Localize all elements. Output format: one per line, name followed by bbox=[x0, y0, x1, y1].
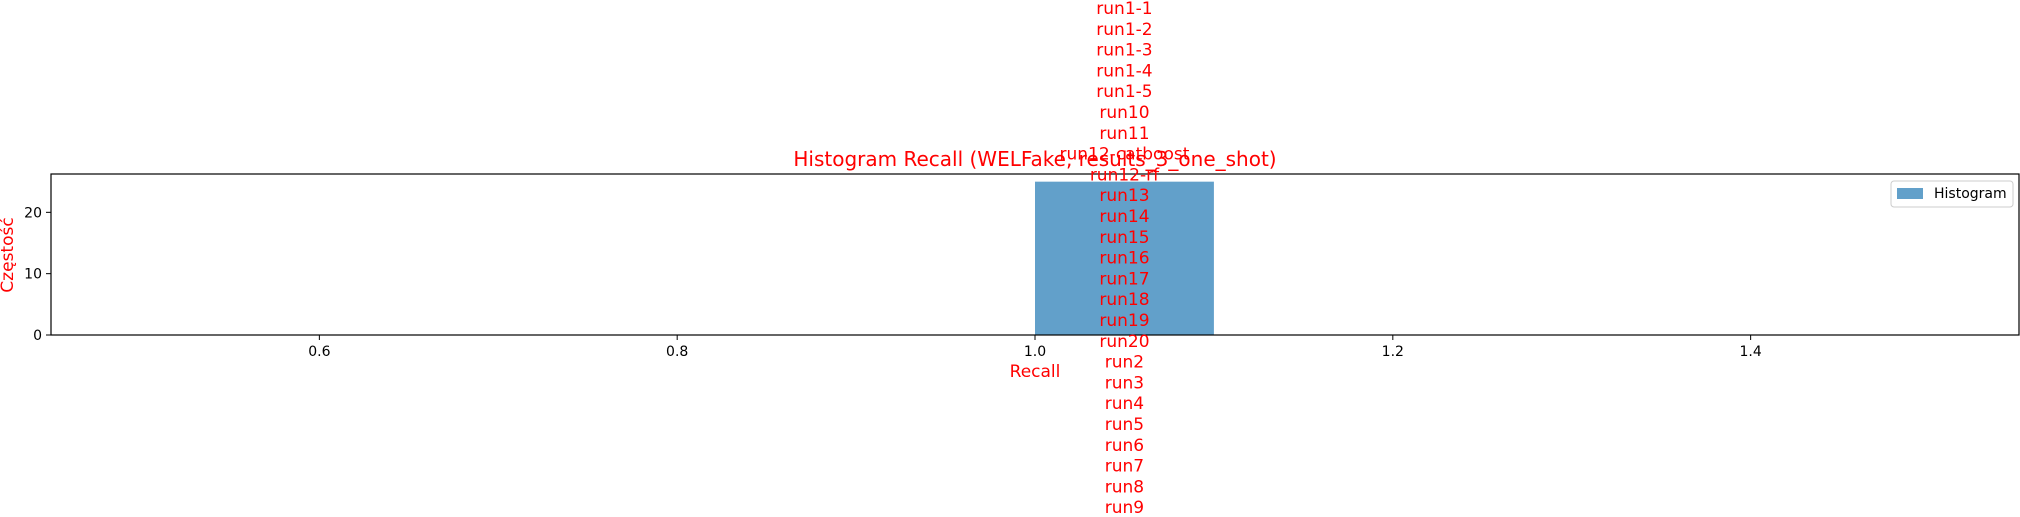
run-label: run1-4 bbox=[1096, 61, 1152, 81]
legend-label-histogram: Histogram bbox=[1934, 186, 2007, 202]
run-label: run2 bbox=[1105, 353, 1144, 373]
run-label: run5 bbox=[1105, 415, 1144, 435]
run-label: run1-3 bbox=[1096, 41, 1152, 61]
run-label: run1-1 bbox=[1096, 0, 1152, 19]
x-axis-label: Recall bbox=[1010, 362, 1061, 382]
run-label: run19 bbox=[1099, 311, 1149, 331]
y-tick-label: 10 bbox=[24, 267, 42, 283]
run-label: run1-5 bbox=[1096, 82, 1152, 102]
bars-group bbox=[1035, 181, 1214, 335]
run-label: run13 bbox=[1099, 186, 1149, 206]
run-label: run17 bbox=[1099, 269, 1149, 289]
run-label: run14 bbox=[1099, 207, 1149, 227]
run-label: run3 bbox=[1105, 373, 1144, 393]
x-tick-label: 1.4 bbox=[1740, 344, 1762, 360]
x-tick-label: 1.2 bbox=[1382, 344, 1404, 360]
legend-box bbox=[1890, 180, 2014, 208]
run-label: run16 bbox=[1099, 249, 1149, 269]
run-labels-annotation: run1-1run1-2run1-3run1-4run1-5run10run11… bbox=[1060, 0, 1190, 517]
run-label: run18 bbox=[1099, 290, 1149, 310]
x-tick-label: 0.8 bbox=[666, 344, 688, 360]
histogram-bar bbox=[1035, 181, 1214, 335]
run-label: run20 bbox=[1099, 332, 1149, 352]
y-tick-label: 0 bbox=[33, 328, 42, 344]
run-label: run10 bbox=[1099, 103, 1149, 123]
run-label: run12-rf bbox=[1090, 165, 1160, 185]
run-label: run1-2 bbox=[1096, 20, 1152, 40]
chart-title: Histogram Recall (WELFake, results_3_one… bbox=[793, 147, 1276, 171]
run-label: run7 bbox=[1105, 457, 1144, 477]
run-label: run11 bbox=[1099, 124, 1149, 144]
run-label: run4 bbox=[1105, 394, 1144, 414]
y-tick-label: 20 bbox=[24, 205, 42, 221]
run-label: run15 bbox=[1099, 228, 1149, 248]
x-axis-ticks: 0.6 0.8 1.0 1.2 1.4 bbox=[308, 335, 1762, 360]
plot-area: 0.6 0.8 1.0 1.2 1.4 0 10 20 bbox=[24, 173, 2020, 360]
run-label: run12-catboost bbox=[1060, 145, 1190, 165]
run-label: run9 bbox=[1105, 498, 1144, 517]
legend: Histogram bbox=[1890, 180, 2014, 208]
run-label: run6 bbox=[1105, 436, 1144, 456]
y-axis-label: Częstość bbox=[0, 217, 18, 292]
legend-swatch-histogram bbox=[1897, 188, 1923, 199]
x-tick-label: 0.6 bbox=[308, 344, 330, 360]
x-tick-label: 1.0 bbox=[1024, 344, 1046, 360]
run-label: run8 bbox=[1105, 477, 1144, 497]
y-axis-ticks: 0 10 20 bbox=[24, 205, 51, 344]
